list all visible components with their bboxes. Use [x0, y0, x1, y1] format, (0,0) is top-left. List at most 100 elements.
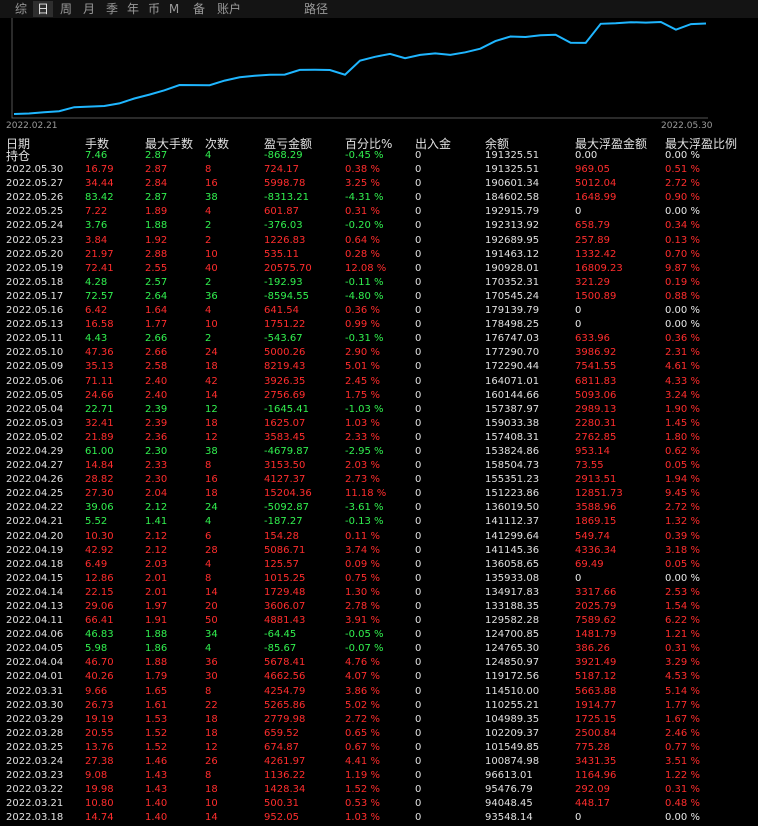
table-row[interactable]: 2022.04.21 5.52 1.41 4 -187.27 -0.13 % 0 141112… [0, 515, 758, 529]
max-float-cell: 73.55 [575, 460, 604, 472]
table-row[interactable]: 2022.03.21 10.80 1.40 10 500.31 0.53 % 0 94048.… [0, 797, 758, 811]
table-row[interactable]: 2022.03.25 13.76 1.52 12 674.87 0.67 % 0 101549… [0, 741, 758, 755]
lots-cell: 39.06 [85, 502, 114, 514]
tab-m[interactable]: M [168, 2, 180, 16]
tab-currency[interactable]: 币 [147, 2, 160, 16]
lots-cell: 7.46 [85, 150, 108, 161]
table-row[interactable]: 2022.04.19 42.92 2.12 28 5086.71 3.74 % 0 14114… [0, 544, 758, 558]
column-header[interactable]: 最大浮盈比例 [665, 137, 738, 151]
tab-day[interactable]: 日 [33, 1, 53, 17]
lots-cell: 9.66 [85, 685, 108, 697]
table-row[interactable]: 2022.05.26 83.42 2.87 38 -8313.21 -4.31 % 0 184… [0, 191, 758, 205]
table-row[interactable]: 2022.05.04 22.71 2.39 12 -1645.41 -1.03 % 0 157… [0, 403, 758, 417]
table-row[interactable]: 2022.05.24 3.76 1.88 2 -376.03 -0.20 % 0 192313… [0, 219, 758, 233]
table-row[interactable]: 2022.04.22 39.06 2.12 24 -5092.87 -3.61 % 0 136… [0, 501, 758, 515]
table-row[interactable]: 2022.04.11 66.41 1.91 50 4881.43 3.91 % 0 12958… [0, 614, 758, 628]
table-row[interactable]: 2022.04.26 28.82 2.30 16 4127.37 2.73 % 0 15535… [0, 473, 758, 487]
balance-cell: 110255.21 [485, 699, 540, 711]
table-row[interactable]: 2022.05.19 72.41 2.55 40 20575.70 12.08 % 0 190… [0, 262, 758, 276]
table-row[interactable]: 2022.05.10 47.36 2.66 24 5000.26 2.90 % 0 17729… [0, 346, 758, 360]
table-row[interactable]: 2022.05.13 16.58 1.77 10 1751.22 0.99 % 0 17849… [0, 318, 758, 332]
column-header[interactable]: 最大手数 [145, 137, 194, 151]
max-float-pct-cell: 0.31 % [665, 643, 700, 655]
lots-cell: 5.98 [85, 643, 108, 655]
count-cell: 8 [205, 685, 212, 697]
cashflow-cell: 0 [415, 333, 422, 345]
pnl-cell: -8594.55 [264, 290, 309, 302]
table-row[interactable]: 2022.05.09 35.13 2.58 18 8219.43 5.01 % 0 17229… [0, 360, 758, 374]
tab-quarter[interactable]: 季 [105, 2, 118, 16]
lots-cell: 4.28 [85, 276, 108, 288]
date-cell: 2022.05.09 [6, 361, 64, 373]
table-row[interactable]: 2022.05.02 21.89 2.36 12 3583.45 2.33 % 0 15740… [0, 431, 758, 445]
cashflow-cell: 0 [415, 812, 422, 824]
max-lots-cell: 2.87 [145, 192, 168, 204]
cashflow-cell: 0 [415, 206, 422, 218]
table-row[interactable]: 2022.04.27 14.84 2.33 8 3153.50 2.03 % 0 158504… [0, 459, 758, 473]
tab-account[interactable]: 账户 [216, 2, 241, 16]
table-row[interactable]: 2022.05.25 7.22 1.89 4 601.87 0.31 % 0 192915.7… [0, 205, 758, 219]
table-row[interactable]: 2022.04.20 10.30 2.12 6 154.28 0.11 % 0 141299.… [0, 530, 758, 544]
holding-row[interactable]: 持仓 7.46 2.87 4 -868.29 -0.45 % 0 191325.51 0.00 0… [0, 149, 758, 163]
column-header[interactable]: 盈亏金额 [264, 137, 313, 151]
table-row[interactable]: 2022.04.13 29.06 1.97 20 3606.07 2.78 % 0 13318… [0, 600, 758, 614]
table-row[interactable]: 2022.05.03 32.41 2.39 18 1625.07 1.03 % 0 15903… [0, 417, 758, 431]
table-row[interactable]: 2022.04.14 22.15 2.01 14 1729.48 1.30 % 0 13491… [0, 586, 758, 600]
max-lots-cell: 1.52 [145, 727, 168, 739]
table-row[interactable]: 2022.03.29 19.19 1.53 18 2779.98 2.72 % 0 10498… [0, 713, 758, 727]
max-float-cell: 5187.12 [575, 671, 617, 683]
table-row[interactable]: 2022.05.30 16.79 2.87 8 724.17 0.38 % 0 191325.… [0, 163, 758, 177]
column-header[interactable]: 出入金 [415, 137, 452, 151]
table-row[interactable]: 2022.04.06 46.83 1.88 34 -64.45 -0.05 % 0 12470… [0, 628, 758, 642]
table-row[interactable]: 2022.04.05 5.98 1.86 4 -85.67 -0.07 % 0 124765.… [0, 642, 758, 656]
table-row[interactable]: 2022.04.18 6.49 2.03 4 125.57 0.09 % 0 136058.6… [0, 558, 758, 572]
table-row[interactable]: 2022.05.18 4.28 2.57 2 -192.93 -0.11 % 0 170352… [0, 276, 758, 290]
table-row[interactable]: 2022.03.22 19.98 1.43 18 1428.34 1.52 % 0 95476… [0, 783, 758, 797]
table-row[interactable]: 2022.05.23 3.84 1.92 2 1226.83 0.64 % 0 192689.… [0, 234, 758, 248]
cashflow-cell: 0 [415, 361, 422, 373]
tab-summary[interactable]: 综 [14, 2, 27, 16]
pnl-cell: 4662.56 [264, 671, 306, 683]
column-header[interactable]: 百分比% [345, 137, 393, 151]
table-row[interactable]: 2022.05.16 6.42 1.64 4 641.54 0.36 % 0 179139.7… [0, 304, 758, 318]
tab-path[interactable]: 路径 [303, 2, 328, 16]
table-row[interactable]: 2022.03.18 14.74 1.40 14 952.05 1.03 % 0 93548.… [0, 811, 758, 825]
pnl-cell: 20575.70 [264, 262, 312, 274]
column-header[interactable]: 余额 [485, 137, 510, 151]
table-row[interactable]: 2022.04.15 12.86 2.01 8 1015.25 0.75 % 0 135933… [0, 572, 758, 586]
table-row[interactable]: 2022.03.30 26.73 1.61 22 5265.86 5.02 % 0 11025… [0, 699, 758, 713]
table-row[interactable]: 2022.05.05 24.66 2.40 14 2756.69 1.75 % 0 16014… [0, 389, 758, 403]
lots-cell: 32.41 [85, 417, 114, 429]
column-header[interactable]: 次数 [205, 137, 230, 151]
column-header[interactable]: 日期 [6, 137, 31, 151]
table-row[interactable]: 2022.05.11 4.43 2.66 2 -543.67 -0.31 % 0 176747… [0, 332, 758, 346]
max-float-pct-cell: 1.80 % [665, 431, 700, 443]
count-cell: 2 [205, 276, 212, 288]
column-header[interactable]: 手数 [85, 137, 110, 151]
table-row[interactable]: 2022.05.20 21.97 2.88 10 535.11 0.28 % 0 191463… [0, 248, 758, 262]
lots-cell: 47.36 [85, 347, 114, 359]
table-row[interactable]: 2022.05.06 71.11 2.40 42 3926.35 2.45 % 0 16407… [0, 375, 758, 389]
column-header[interactable]: 最大浮盈金额 [575, 137, 648, 151]
max-float-cell: 0 [575, 319, 582, 331]
table-row[interactable]: 2022.03.23 9.08 1.43 8 1136.22 1.19 % 0 96613.0… [0, 769, 758, 783]
table-row[interactable]: 2022.03.31 9.66 1.65 8 4254.79 3.86 % 0 114510.… [0, 685, 758, 699]
max-lots-cell: 2.12 [145, 502, 168, 514]
table-row[interactable]: 2022.04.04 46.70 1.88 36 5678.41 4.76 % 0 12485… [0, 656, 758, 670]
lots-cell: 72.41 [85, 262, 114, 274]
table-row[interactable]: 2022.05.27 34.44 2.84 16 5998.78 3.25 % 0 19060… [0, 177, 758, 191]
date-cell: 2022.03.31 [6, 685, 64, 697]
tab-month[interactable]: 月 [82, 2, 95, 16]
count-cell: 6 [205, 530, 212, 542]
tab-notes[interactable]: 备 [192, 2, 205, 16]
table-row[interactable]: 2022.04.01 40.26 1.79 30 4662.56 4.07 % 0 11917… [0, 670, 758, 684]
tab-year[interactable]: 年 [126, 2, 139, 16]
table-row[interactable]: 2022.05.17 72.57 2.64 36 -8594.55 -4.80 % 0 170… [0, 290, 758, 304]
max-lots-cell: 2.87 [145, 150, 168, 161]
table-row[interactable]: 2022.03.24 27.38 1.46 26 4261.97 4.41 % 0 10087… [0, 755, 758, 769]
table-row[interactable]: 2022.03.28 20.55 1.52 18 659.52 0.65 % 0 102209… [0, 727, 758, 741]
date-cell: 2022.05.04 [6, 403, 64, 415]
table-row[interactable]: 2022.04.29 61.00 2.30 38 -4679.87 -2.95 % 0 153… [0, 445, 758, 459]
tab-week[interactable]: 周 [59, 2, 72, 16]
table-row[interactable]: 2022.04.25 27.30 2.04 18 15204.36 11.18 % 0 151… [0, 487, 758, 501]
